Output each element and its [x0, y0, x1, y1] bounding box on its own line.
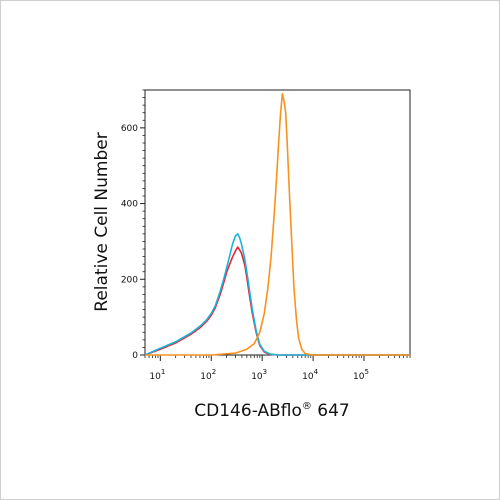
y-tick-label: 0: [132, 351, 138, 361]
x-axis-title: CD146-ABflo® 647: [194, 401, 349, 421]
x-tick-exp: 5: [365, 368, 369, 376]
series-line-3: [145, 93, 410, 356]
x-axis-title-superscript: ®: [302, 401, 312, 412]
x-axis: 101 102 103 104 105: [144, 355, 411, 382]
x-tick-label: 101: [149, 368, 165, 382]
x-tick-base: 10: [302, 372, 314, 382]
x-tick-exp: 4: [314, 368, 319, 376]
x-tick-label: 105: [353, 368, 369, 382]
y-tick-label: 400: [121, 200, 138, 210]
series-line-2: [144, 233, 410, 356]
x-tick-base: 10: [200, 372, 212, 382]
x-tick-exp: 1: [161, 368, 165, 376]
x-axis-title-main: CD146-ABflo: [194, 401, 302, 421]
y-axis-title: Relative Cell Number: [92, 132, 112, 311]
y-axis: 0 200 400 600: [121, 89, 145, 361]
x-tick-base: 10: [353, 372, 365, 382]
x-tick-exp: 3: [263, 368, 267, 376]
y-tick-label: 200: [121, 275, 138, 285]
plot-area: [144, 89, 411, 356]
x-axis-title-suffix: 647: [312, 401, 350, 421]
y-tick-label: 600: [121, 124, 138, 134]
x-tick-exp: 2: [212, 368, 216, 376]
x-tick-label: 104: [302, 368, 318, 382]
series-line-1: [144, 246, 410, 356]
x-tick-label: 103: [251, 368, 267, 382]
x-tick-base: 10: [251, 372, 263, 382]
x-tick-label: 102: [200, 368, 216, 382]
series-layer: [144, 93, 410, 356]
x-tick-base: 10: [149, 372, 161, 382]
